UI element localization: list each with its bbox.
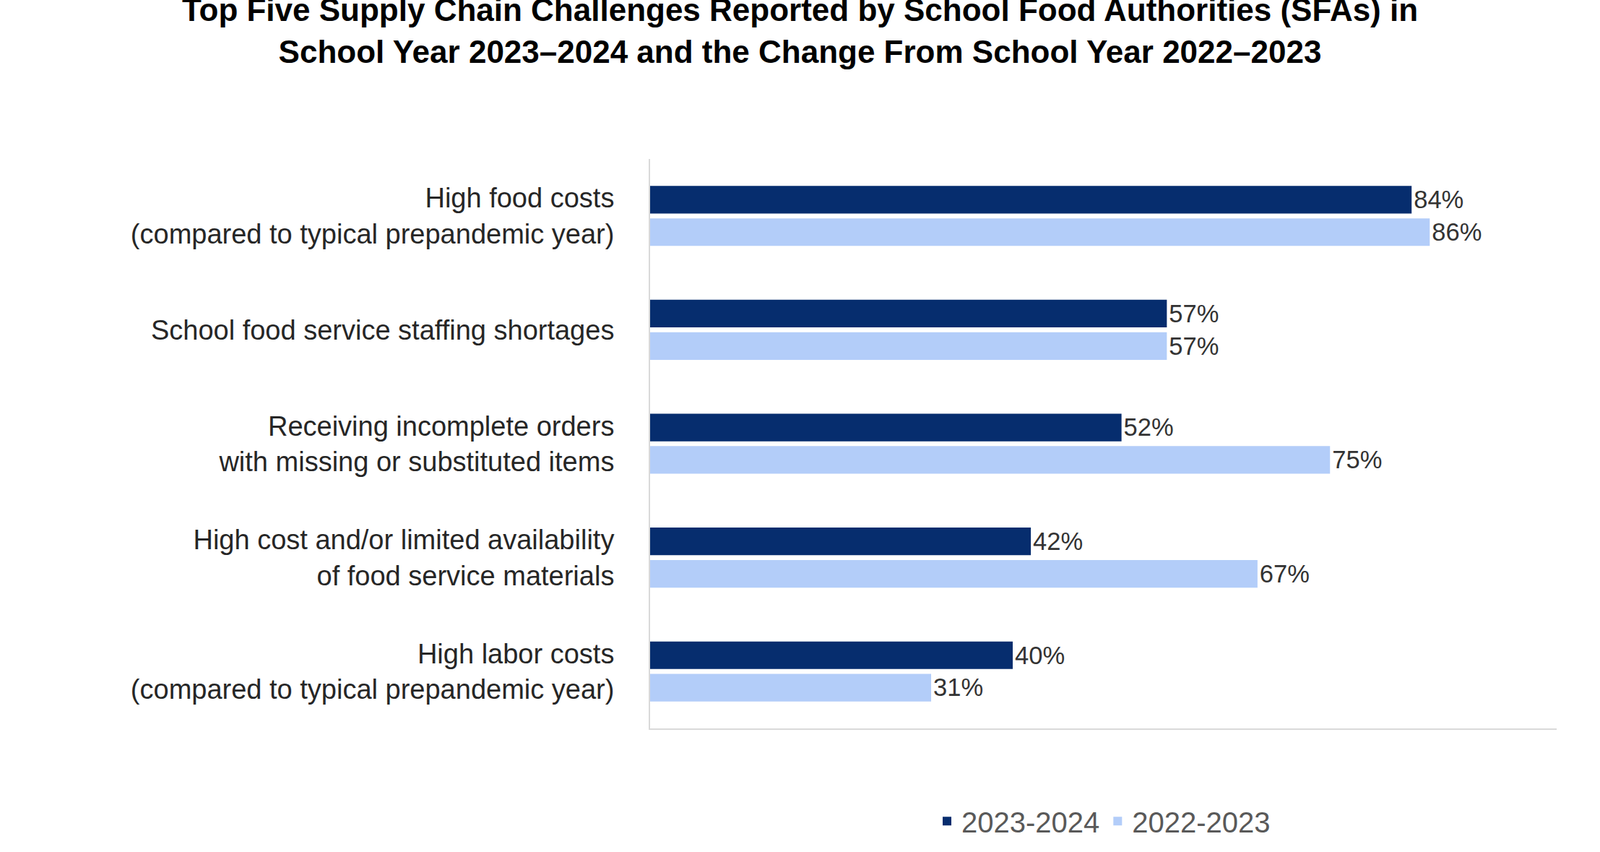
svg-text:2023-2024: 2023-2024 <box>961 806 1100 838</box>
svg-text:42%: 42% <box>1032 527 1083 555</box>
svg-text:School food service staffing s: School food service staffing shortages <box>150 314 614 346</box>
svg-text:57%: 57% <box>1168 332 1219 360</box>
svg-text:Receiving incomplete orderswit: Receiving incomplete orderswith missing … <box>218 411 614 477</box>
svg-text:52%: 52% <box>1123 413 1174 441</box>
svg-text:2022-2023: 2022-2023 <box>1131 806 1270 838</box>
svg-text:Top Five Supply Chain Challeng: Top Five Supply Chain Challenges Reporte… <box>182 0 1418 70</box>
svg-text:40%: 40% <box>1014 641 1065 669</box>
svg-text:31%: 31% <box>933 673 984 701</box>
svg-text:67%: 67% <box>1259 559 1310 588</box>
svg-text:57%: 57% <box>1168 299 1219 328</box>
svg-text:High labor costs(compared to t: High labor costs(compared to typical pre… <box>130 638 615 705</box>
svg-text:High cost and/or limited avail: High cost and/or limited availabilityof … <box>192 524 614 591</box>
svg-text:75%: 75% <box>1332 445 1382 474</box>
svg-text:86%: 86% <box>1431 218 1482 246</box>
svg-text:84%: 84% <box>1413 185 1464 214</box>
svg-text:High food costs(compared to ty: High food costs(compared to typical prep… <box>130 182 615 249</box>
